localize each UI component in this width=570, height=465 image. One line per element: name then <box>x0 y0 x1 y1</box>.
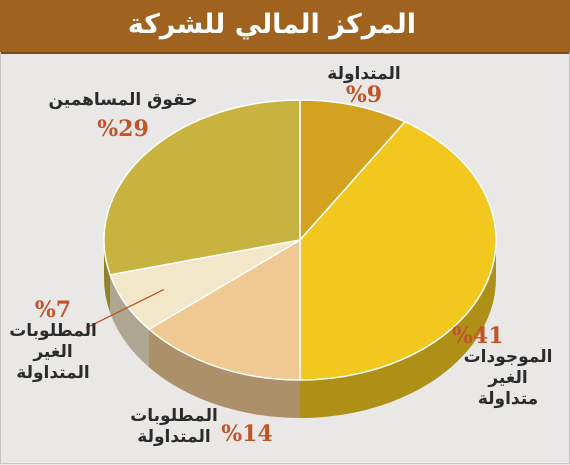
slice-label-line: الغير <box>33 342 73 362</box>
slice-label-line: المتداولة <box>137 427 211 447</box>
slice-label-line: الموجودات <box>463 347 553 367</box>
slice-label-line: المطلوبات <box>130 406 218 426</box>
slice-label-line: متداولة <box>477 389 539 409</box>
slice-value-label: %41 <box>452 323 504 349</box>
slice-label-line: المطلوبات <box>9 321 97 341</box>
pie-slice <box>299 99 407 242</box>
pie-slice-side <box>110 274 149 368</box>
title-bar: المركز المالي للشركة <box>0 0 570 54</box>
slice-label-equity: حقوق المساهمين %29 <box>38 90 208 140</box>
pie-slice <box>103 99 301 276</box>
slice-label-current-liabilities: المطلوبات المتداولة <box>118 406 230 448</box>
slice-label-line: حقوق المساهمين <box>48 90 198 110</box>
slice-value-label: %29 <box>97 116 149 142</box>
pie-slice-side <box>300 240 496 418</box>
slice-label-line: المتداولة <box>327 64 401 84</box>
slice-value-label: %14 <box>221 421 273 447</box>
pie-slice <box>299 120 497 381</box>
slice-value-label: %7 <box>34 297 72 323</box>
slice-label-line: الغير <box>488 368 528 388</box>
slice-value-label: %9 <box>345 82 383 108</box>
leader-line <box>85 288 165 329</box>
slice-label-current-assets: المتداولة %9 <box>308 64 420 106</box>
slice-label-noncurrent-liabilities: %7 المطلوبات الغير المتداولة <box>4 297 102 384</box>
pie-slice <box>147 238 301 381</box>
pie-slice-side <box>148 329 300 418</box>
slice-label-line: المتداولة <box>16 363 90 383</box>
slice-label-noncurrent-assets: %41 الموجودات الغير متداولة <box>452 323 564 410</box>
chart-title: المركز المالي للشركة <box>127 9 416 40</box>
